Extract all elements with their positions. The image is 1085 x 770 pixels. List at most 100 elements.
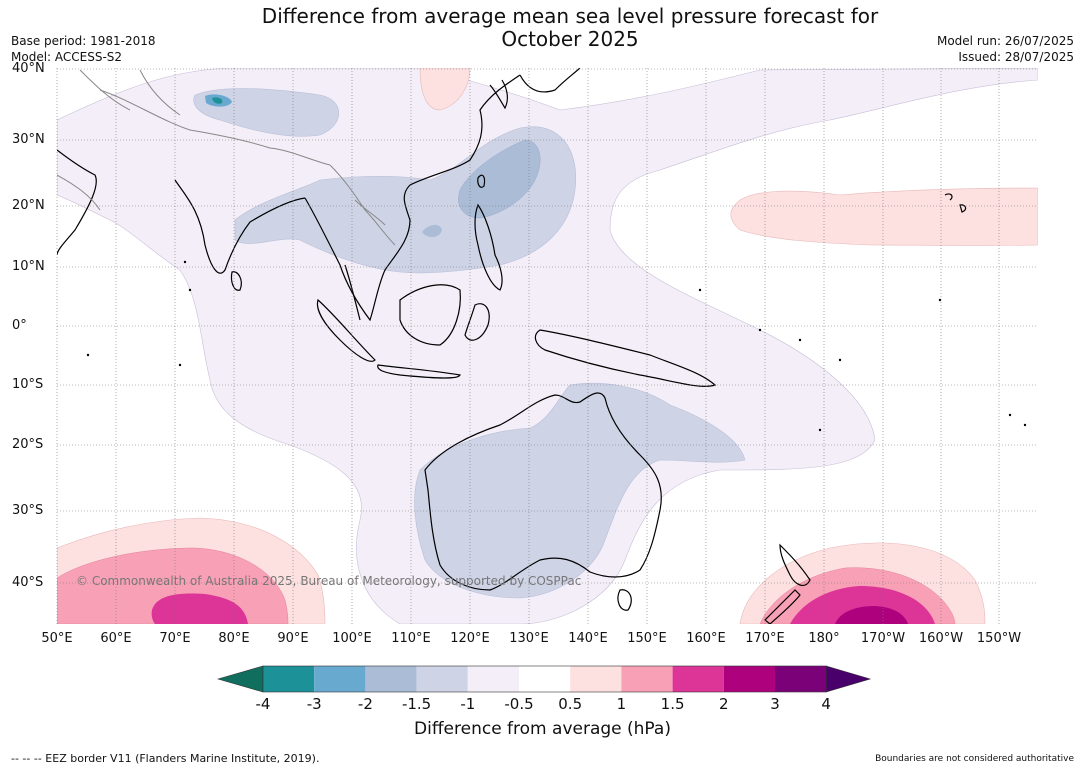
island-dot: [183, 260, 187, 264]
base-period: Base period: 1981-2018: [11, 34, 156, 48]
south-asia-borders: [99, 89, 331, 166]
copyright-note: © Commonwealth of Australia 2025, Bureau…: [76, 574, 582, 588]
meta-left: Base period: 1981-2018 Model: ACCESS-S2: [11, 33, 156, 65]
new-zealand-south-coastline: [764, 589, 801, 624]
anomaly-region-philippine-sea-low: [458, 139, 541, 219]
arabia-coastline: [57, 149, 97, 256]
colorbar-tick-label: -1: [460, 695, 476, 713]
island-dot: [818, 428, 822, 432]
anomaly-region-australia-low: [414, 382, 746, 599]
borneo-coastline: [399, 284, 461, 346]
latitude-label: 0°: [12, 318, 27, 333]
colorbar-segment: [775, 666, 827, 692]
longitude-label: 150°W: [976, 631, 1022, 646]
colorbar-segment: [570, 666, 622, 692]
longitude-label: 160°W: [918, 631, 964, 646]
colorbar-segment: [672, 666, 724, 692]
longitude-label: 120°E: [450, 631, 490, 646]
colorbar-segment: [519, 666, 571, 692]
taiwan-coastline: [477, 174, 486, 188]
longitude-label: 130°E: [509, 631, 549, 646]
longitude-label: 150°E: [627, 631, 667, 646]
anomaly-region-south-china-sea-low: [422, 224, 442, 238]
longitude-label: 100°E: [332, 631, 372, 646]
anomaly-region-tasman-high-peak: [835, 606, 908, 624]
latitude-label: 20°N: [12, 198, 45, 213]
issued-date: Issued: 28/07/2025: [958, 50, 1074, 64]
longitude-label: 170°E: [745, 631, 785, 646]
colorbar-extend-high: [825, 665, 872, 693]
anomaly-region-tibet-low-peak: [212, 97, 223, 104]
colorbar-tick-label: -2: [357, 695, 373, 713]
latitude-label: 30°S: [12, 503, 44, 518]
colorbar-tick-label: 1: [616, 695, 627, 713]
latitude-label: 30°N: [12, 132, 45, 147]
latitude-label: 20°S: [12, 437, 44, 452]
island-dot: [1008, 413, 1012, 417]
island-dot: [86, 353, 90, 357]
colorbar-tick-label: -0.5: [504, 695, 534, 713]
model-run: Model run: 26/07/2025: [936, 34, 1074, 48]
colorbar-segment: [723, 666, 775, 692]
map-title: Difference from average mean sea level p…: [261, 4, 879, 51]
colorbar: [216, 665, 872, 693]
colorbar-segment: [621, 666, 673, 692]
indochina-coastline: [304, 184, 411, 322]
longitude-label: 90°E: [277, 631, 309, 646]
longitude-label: 80°E: [218, 631, 250, 646]
colorbar-tick-label: -4: [255, 695, 271, 713]
china-coastline: [409, 74, 521, 186]
colorbar-title: Difference from average (hPa): [414, 719, 671, 739]
longitude-label: 160°E: [686, 631, 726, 646]
longitude-label: 110°E: [391, 631, 431, 646]
longitude-label: 180°: [808, 631, 840, 646]
japan-coastline: [519, 68, 581, 93]
island-dot: [178, 363, 182, 367]
colorbar-tick-label: 0.5: [558, 695, 583, 713]
anomaly-region-southern-indian-high-core: [151, 593, 248, 624]
longitude-label: 140°E: [568, 631, 608, 646]
colorbar-tick-label: 2: [719, 695, 729, 713]
island-dot: [938, 298, 942, 302]
colorbar-frame: [262, 665, 827, 693]
arabia-borders: [57, 174, 101, 211]
island-dot: [188, 288, 192, 292]
island-dots: [86, 260, 1027, 432]
hawaii-islands: [944, 193, 967, 213]
colorbar-segment: [365, 666, 417, 692]
anomaly-layer: [57, 68, 1038, 624]
sri-lanka-coastline: [230, 271, 242, 291]
latitude-label: 40°N: [12, 61, 45, 76]
island-dot: [798, 338, 802, 342]
island-dot: [838, 358, 842, 362]
colorbar-extend-low: [216, 665, 264, 693]
latitude-label: 10°N: [12, 259, 45, 274]
colorbar-tick-label: -1.5: [401, 695, 432, 713]
boundaries-note: Boundaries are not considered authoritat…: [875, 754, 1074, 764]
latitude-label: 10°S: [12, 377, 44, 392]
island-dot: [758, 328, 762, 332]
colorbar-segment: [263, 666, 315, 692]
meta-right: Model run: 26/07/2025 Issued: 28/07/2025: [937, 33, 1074, 65]
colorbar-tick-label: 4: [821, 695, 831, 713]
new-guinea-coastline: [534, 329, 717, 387]
sumatra-coastline: [316, 298, 376, 362]
colorbar-tick-label: 1.5: [660, 695, 685, 713]
island-dot: [1023, 423, 1027, 427]
longitude-label: 50°E: [41, 631, 73, 646]
colorbar-segment: [467, 666, 519, 692]
anomaly-region-east-asia-high: [419, 68, 471, 111]
korea-coastline: [489, 79, 508, 110]
india-coastline: [174, 179, 306, 274]
eez-note: -- -- -- EEZ border V11 (Flanders Marine…: [11, 752, 320, 765]
colorbar-tick-label: 3: [770, 695, 780, 713]
longitude-label: 70°E: [159, 631, 191, 646]
border-layer: [57, 69, 396, 246]
anomaly-region-north-pacific-high: [730, 187, 1038, 246]
new-zealand-coastline: [779, 543, 811, 587]
philippines-coastline: [474, 203, 503, 291]
coastline-layer: [57, 68, 967, 624]
indochina-borders: [354, 199, 386, 226]
australia-coastline: [424, 392, 662, 591]
